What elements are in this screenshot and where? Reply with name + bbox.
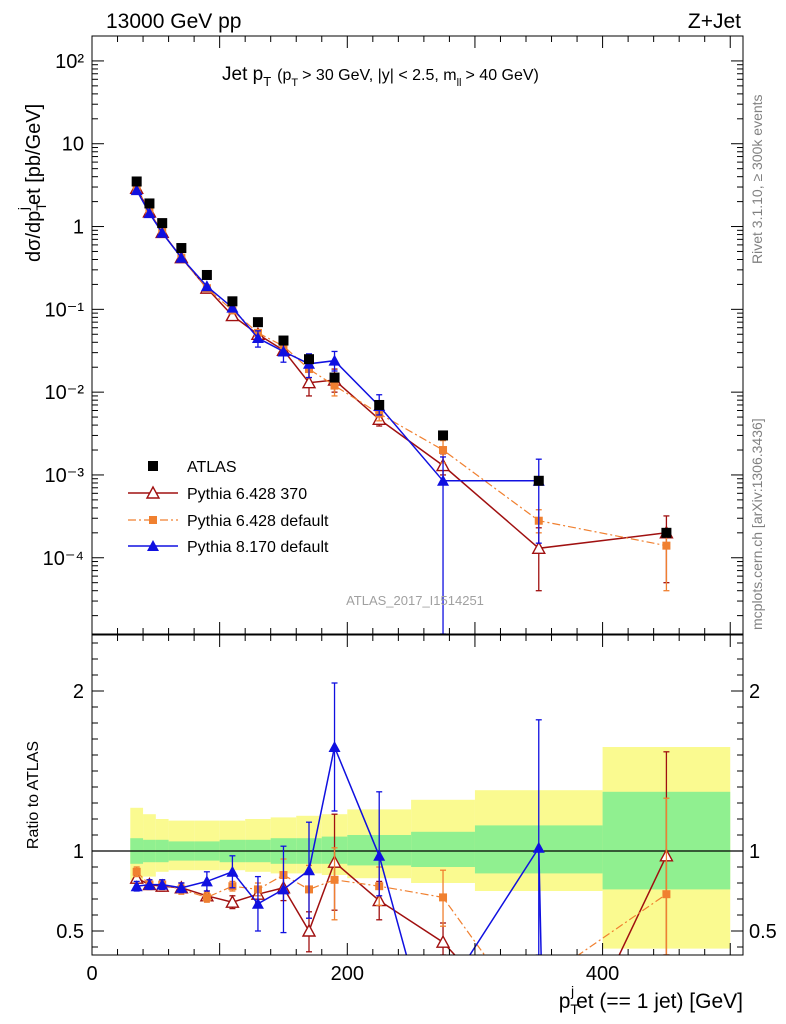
ratio-series-2-point (328, 741, 341, 752)
legend-label: ATLAS (187, 459, 237, 476)
legend-label: Pythia 8.170 default (187, 539, 329, 556)
ratio-series-2-point (277, 883, 290, 895)
ratio-series-2-point (175, 881, 188, 893)
ratio-series-2-point (143, 878, 156, 890)
main-series-2-point (662, 541, 671, 550)
main-series-0-point (304, 354, 314, 365)
main-series-1-point (531, 540, 546, 555)
main-ylabel: dσ/dpTjet [pb/GeV] (15, 104, 49, 262)
ratio-xtick-label: 0 (86, 963, 97, 985)
legend-marker (147, 540, 159, 551)
main-data-layer (129, 176, 674, 634)
main-panel: 10⁻⁴ 10⁻³ 10⁻² 10⁻¹ 1 10 10² Jet pT (pT > 30 GeV… (15, 35, 744, 635)
main-series-3-point (175, 251, 188, 263)
ratio-series-0-point (435, 934, 451, 948)
ratio-xtick-label: 400 (586, 963, 619, 985)
main-series-3-line (136, 189, 539, 482)
main-ytick-label: 1 (73, 217, 84, 239)
ratio-frame (91, 634, 744, 956)
main-series-3-point (328, 354, 341, 366)
ratio-series-0-point (301, 923, 317, 937)
main-series-2-point (330, 381, 339, 390)
ratio-series-1-point (132, 867, 141, 876)
main-ytick-label: 10⁻² (45, 382, 85, 404)
main-series-3-point (437, 474, 450, 486)
header-left: 13000 GeV pp (106, 10, 241, 33)
main-ytick-label: 10⁻³ (45, 465, 85, 487)
main-series-0-point (438, 430, 449, 441)
ratio-series-1-point (202, 893, 211, 902)
main-series-3-point (251, 332, 264, 344)
main-ytick-label: 10 (62, 134, 84, 156)
legend: ATLAS Pythia 6.428 370 Pythia 6.428 defaul… (128, 459, 329, 556)
main-ytick-label: 10² (55, 51, 84, 73)
ratio-series-2-point (373, 849, 386, 861)
ratio-series-2-point (251, 897, 264, 909)
ratio-series-1-point (662, 890, 671, 899)
ratio-ytick-label-right: 2 (749, 681, 760, 703)
main-series-0-point (144, 198, 155, 209)
main-series-0-point (157, 218, 168, 229)
ratio-ticks: 0.5 0.5 1 1 2 2 0 200 400 (56, 635, 777, 985)
ratio-series-2-point (532, 841, 545, 853)
rivet-label: Rivet 3.1.10, ≥ 300k events (749, 94, 765, 264)
ratio-series-1-point (439, 893, 448, 902)
legend-marker (149, 516, 157, 524)
analysis-id: ATLAS_2017_I1514251 (346, 593, 484, 608)
ratio-series-2-point (226, 865, 239, 877)
xlabel: pTjet (== 1 jet) [GeV] (559, 983, 743, 1017)
mcplots-label: mcplots.cern.ch [arXiv:1306.3436] (749, 418, 765, 630)
ratio-ytick-label-right: 1 (749, 841, 760, 863)
main-series-0-point (201, 269, 212, 280)
legend-marker (145, 485, 161, 499)
main-series-0-point (252, 317, 263, 328)
ratio-series-2-point (303, 864, 315, 876)
ratio-ylabel: Ratio to ATLAS (25, 741, 42, 849)
main-series-0-point (176, 243, 187, 254)
ratio-series-2-point (156, 878, 169, 890)
main-series-2-point (439, 446, 448, 455)
ratio-ytick-label-right: 0.5 (749, 921, 777, 943)
ratio-series-2-point (200, 875, 213, 887)
main-series-1-point (301, 375, 317, 389)
main-series-0-point (227, 296, 238, 307)
ratio-xtick-label: 200 (331, 963, 364, 985)
main-ytick-label: 10⁻⁴ (43, 548, 84, 570)
ratio-series-0-point (225, 894, 240, 908)
main-frame (91, 35, 744, 635)
main-series-0-point (329, 372, 340, 383)
ratio-data-layer (129, 682, 674, 955)
main-series-3-point (277, 345, 290, 357)
main-series-3-point (156, 226, 169, 238)
ratio-series-2-point (130, 880, 143, 892)
ratio-panel: 0.5 0.5 1 1 2 2 0 200 400 Ratio to ATLAS pTjet (… (25, 634, 777, 1017)
header-right: Z+Jet (688, 10, 741, 33)
main-ticks: 10⁻⁴ 10⁻³ 10⁻² 10⁻¹ 1 10 10² (43, 35, 743, 634)
ratio-ytick-label: 0.5 (56, 921, 84, 943)
main-series-3-point (226, 301, 239, 313)
main-series-1-point (225, 308, 240, 322)
legend-label: Pythia 6.428 370 (187, 486, 307, 503)
main-series-0-point (131, 176, 142, 187)
main-title: Jet pT (pT > 30 GeV, |y| < 2.5, mll > 40 Ge… (222, 64, 539, 89)
main-ytick-label: 10⁻¹ (45, 299, 85, 321)
ratio-ytick-label: 2 (73, 681, 84, 703)
legend-label: Pythia 6.428 default (187, 513, 329, 530)
main-series-0-point (374, 399, 385, 410)
ratio-series-1-point (330, 875, 339, 884)
ratio-ytick-label: 1 (73, 841, 84, 863)
main-series-0-point (661, 527, 672, 538)
main-series-0-point (278, 335, 289, 346)
main-series-0-point (533, 475, 544, 486)
main-series-3-point (200, 280, 213, 292)
main-series-3-point (143, 207, 156, 219)
ratio-band-inner (411, 831, 475, 867)
main-series-3-point (130, 184, 143, 196)
ratio-bands (92, 747, 743, 949)
legend-marker (148, 461, 158, 471)
